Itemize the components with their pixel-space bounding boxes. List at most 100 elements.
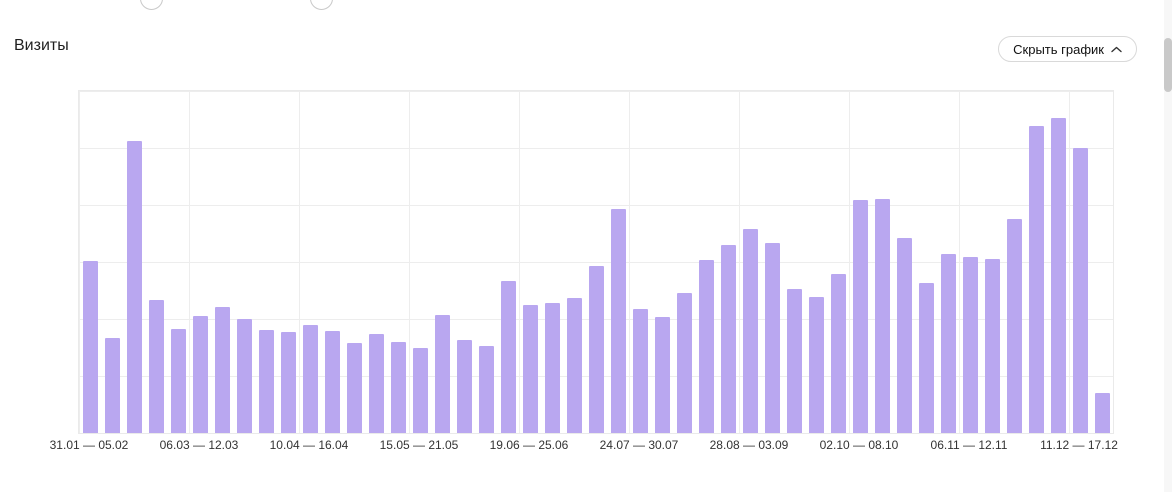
bar-fill [918,283,934,433]
bar-fill [896,238,912,433]
bar-fill [742,229,758,433]
bar-fill [830,274,846,433]
bar[interactable] [629,91,651,433]
bar[interactable] [871,91,893,433]
bar[interactable] [739,91,761,433]
bar[interactable] [607,91,629,433]
bar[interactable] [937,91,959,433]
bar-fill [808,297,824,433]
bar[interactable] [1003,91,1025,433]
bar[interactable] [541,91,563,433]
bar-fill [434,315,450,433]
bar-fill [566,298,582,433]
hide-chart-button[interactable]: Скрыть график [998,36,1137,62]
x-axis-label: 06.03 — 12.03 [159,438,239,452]
bar[interactable] [519,91,541,433]
bar-fill [610,209,626,433]
bar[interactable] [79,91,101,433]
bar-fill [390,342,406,433]
bar-fill [412,348,428,433]
bar[interactable] [167,91,189,433]
bar[interactable] [717,91,739,433]
bar[interactable] [321,91,343,433]
bar[interactable] [343,91,365,433]
chart-plot-area [78,90,1114,434]
bar-fill [192,316,208,433]
bar-fill [456,340,472,433]
bar[interactable] [805,91,827,433]
bar[interactable] [299,91,321,433]
x-axis-label: 24.07 — 30.07 [599,438,679,452]
bar-fill [82,261,98,433]
bar-fill [676,293,692,433]
bar[interactable] [1047,91,1069,433]
bar[interactable] [673,91,695,433]
bar-fill [786,289,802,433]
bar-fill [588,266,604,433]
scrollbar-thumb[interactable] [1164,38,1172,92]
hide-chart-button-label: Скрыть график [1013,41,1104,57]
bar[interactable] [409,91,431,433]
bar-fill [984,259,1000,433]
bar-fill [764,243,780,433]
bar[interactable] [563,91,585,433]
bar-fill [302,325,318,433]
x-axis: 31.01 — 05.02 06.03 — 12.03 10.04 — 16.04 1… [50,438,1118,454]
bar[interactable] [585,91,607,433]
bar[interactable] [1091,91,1113,433]
bar[interactable] [981,91,1003,433]
x-axis-label: 11.12 — 17.12 [1040,438,1118,452]
bar[interactable] [453,91,475,433]
partial-control-circle[interactable] [140,0,163,10]
bar-fill [1028,126,1044,433]
bar-fill [368,334,384,433]
bar-fill [346,343,362,433]
bar-fill [1050,118,1066,433]
bar[interactable] [651,91,673,433]
bar[interactable] [915,91,937,433]
bar[interactable] [255,91,277,433]
bar-fill [874,199,890,433]
x-axis-label: 06.11 — 12.11 [930,438,1008,452]
bar[interactable] [497,91,519,433]
bar[interactable] [475,91,497,433]
bar[interactable] [211,91,233,433]
bar-fill [632,309,648,433]
x-axis-label: 19.06 — 25.06 [489,438,569,452]
bar[interactable] [827,91,849,433]
bar[interactable] [761,91,783,433]
bar-fill [1072,148,1088,433]
bar[interactable] [431,91,453,433]
x-axis-label: 15.05 — 21.05 [379,438,459,452]
bar[interactable] [145,91,167,433]
bar[interactable] [277,91,299,433]
bar[interactable] [189,91,211,433]
bar-fill [852,200,868,433]
bar[interactable] [1069,91,1091,433]
bar-fill [962,257,978,433]
bar[interactable] [695,91,717,433]
partial-control-circle[interactable] [310,0,333,10]
page-title: Визиты [14,37,69,54]
bar-fill [104,338,120,433]
bar[interactable] [123,91,145,433]
bar[interactable] [959,91,981,433]
bar-fill [654,317,670,433]
bar[interactable] [365,91,387,433]
bar[interactable] [233,91,255,433]
bar[interactable] [101,91,123,433]
bar[interactable] [849,91,871,433]
bar[interactable] [1025,91,1047,433]
bar-fill [698,260,714,433]
bar-fill [258,330,274,433]
bar-fill [544,303,560,433]
x-axis-label: 10.04 — 16.04 [269,438,349,452]
bar[interactable] [783,91,805,433]
bar[interactable] [387,91,409,433]
x-axis-label: 31.01 — 05.02 [49,438,129,452]
scrollbar[interactable] [1164,0,1172,492]
x-axis-label: 28.08 — 03.09 [709,438,789,452]
bar-fill [324,331,340,433]
bar[interactable] [893,91,915,433]
bar-fill [478,346,494,433]
